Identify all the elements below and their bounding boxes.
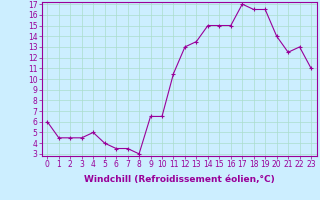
X-axis label: Windchill (Refroidissement éolien,°C): Windchill (Refroidissement éolien,°C) [84,175,275,184]
